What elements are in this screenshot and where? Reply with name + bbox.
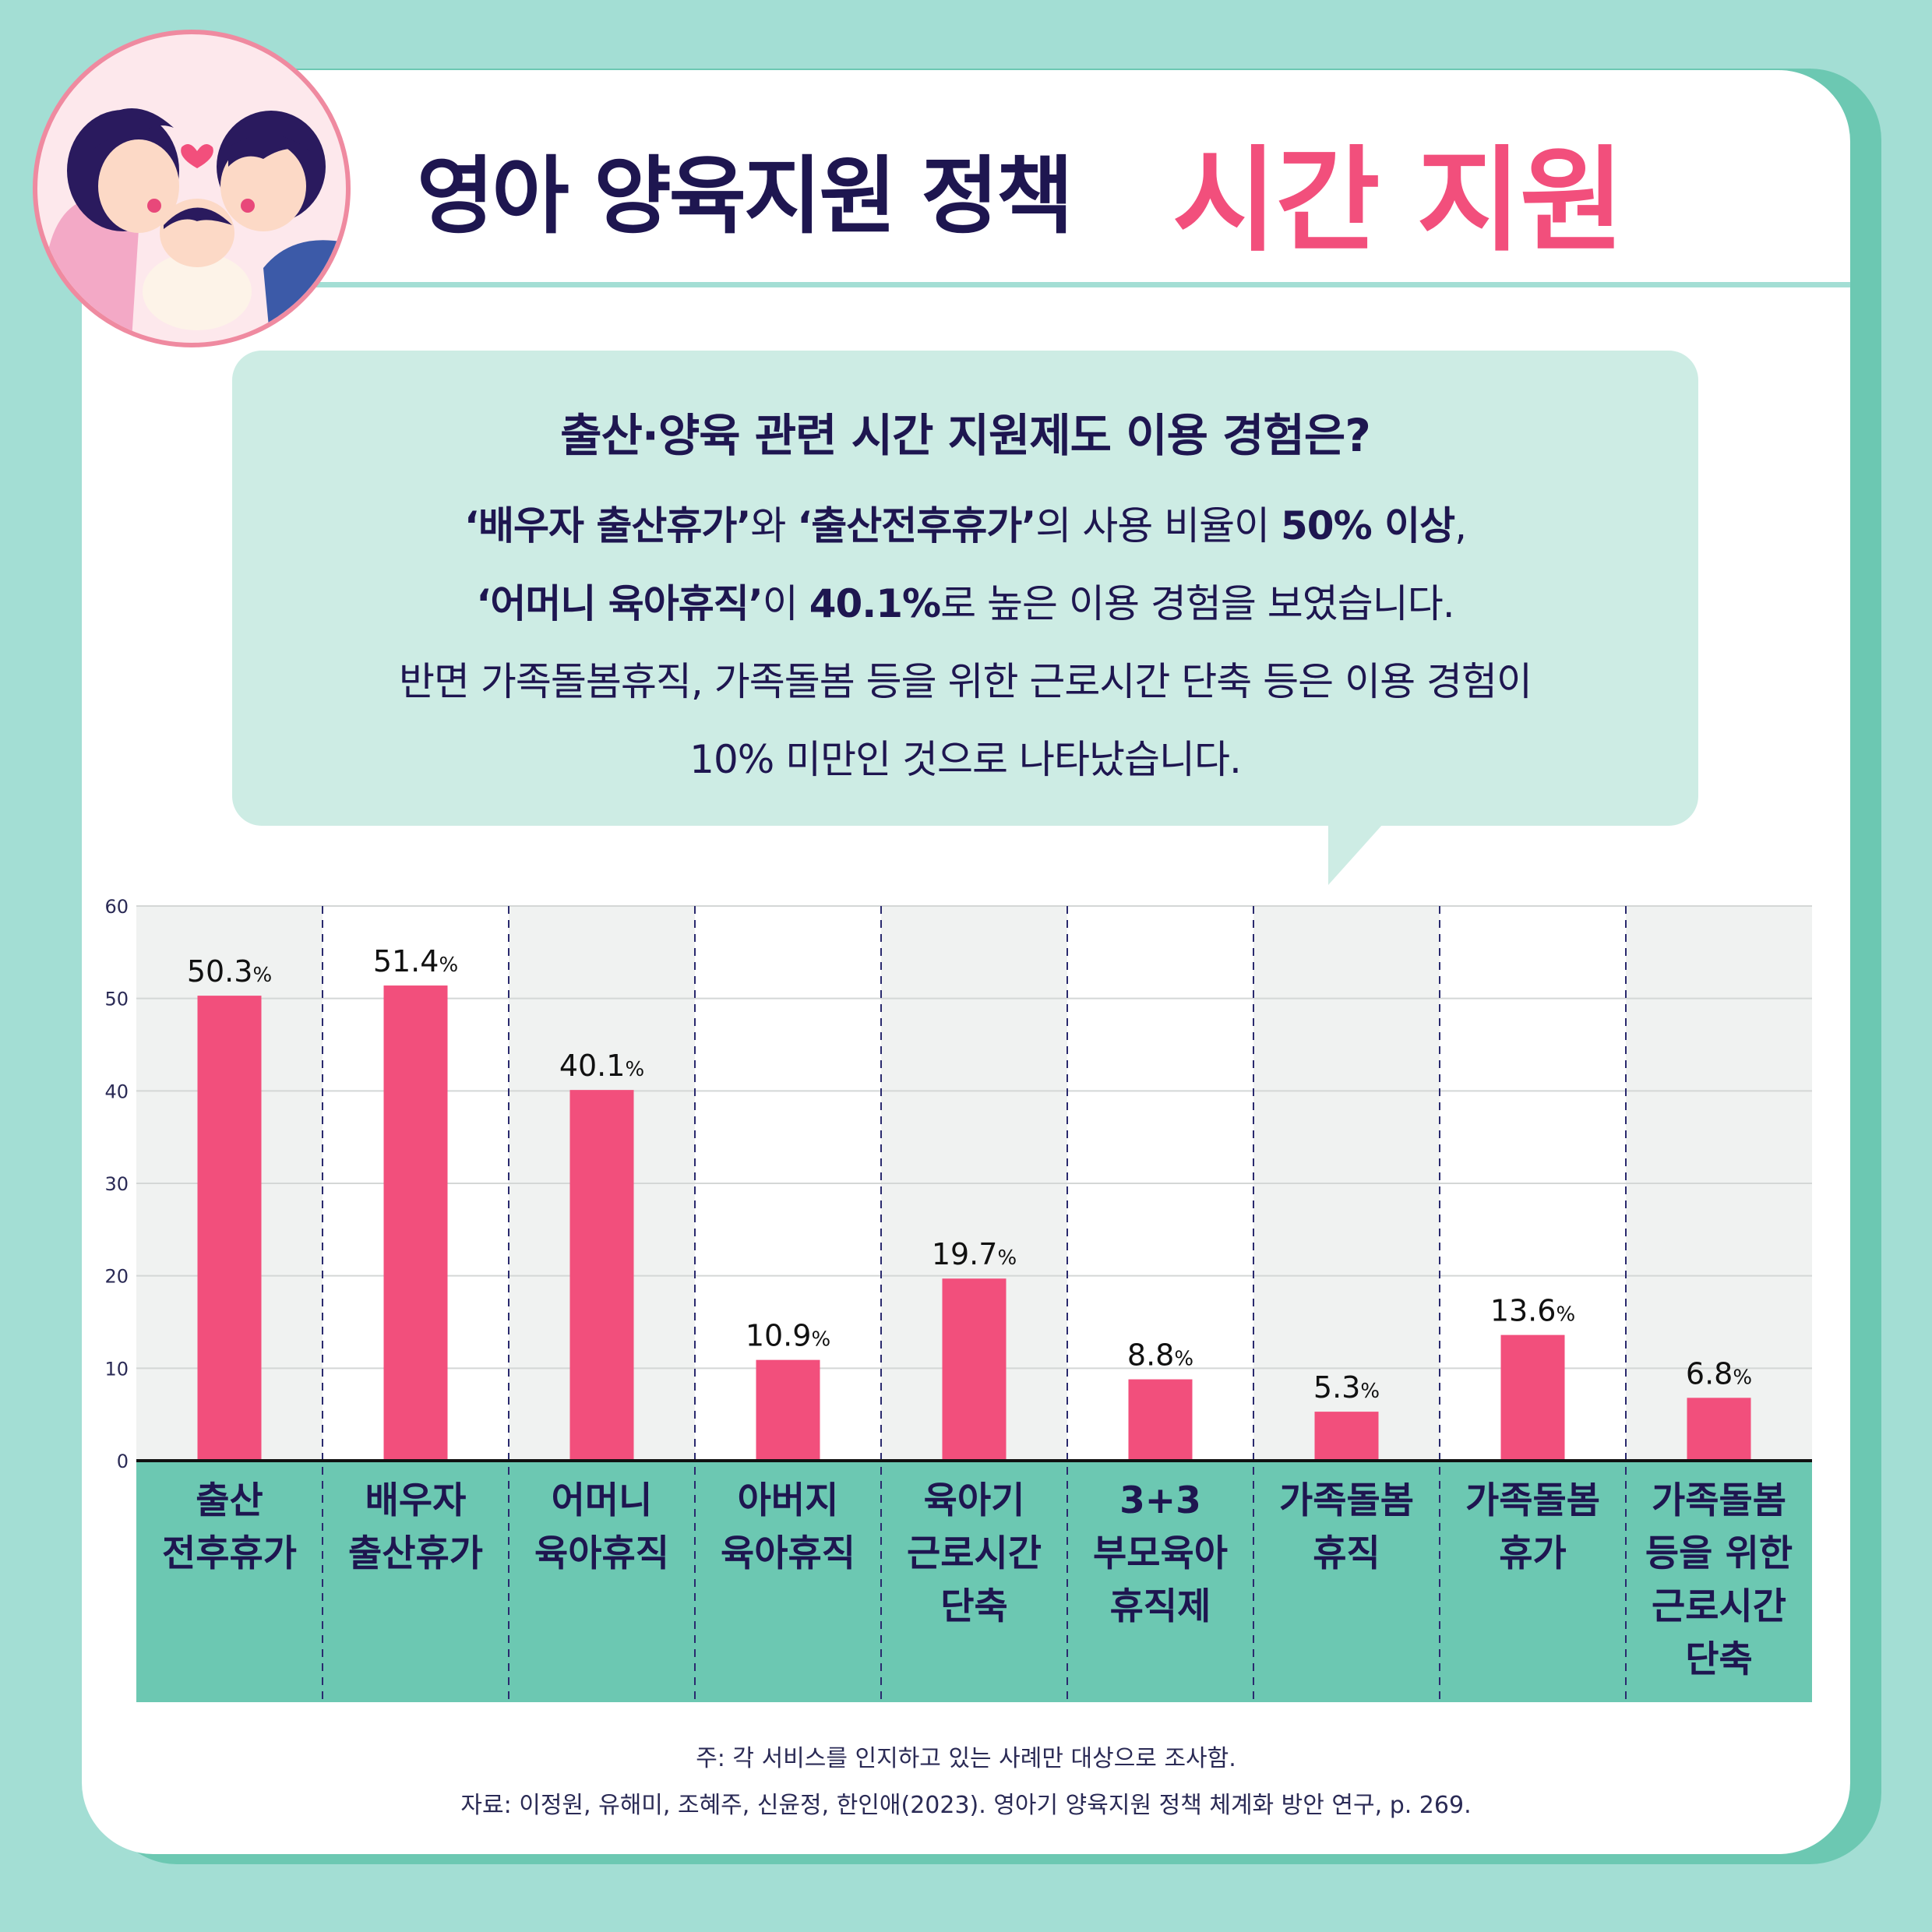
bar-value-number: 6.8 xyxy=(1686,1356,1733,1391)
summary-segment: 이 xyxy=(762,581,809,626)
y-tick-label: 20 xyxy=(104,1266,129,1288)
bar-value-number: 19.7 xyxy=(932,1237,998,1271)
bar-value-unit: % xyxy=(252,964,272,987)
footnote: 주: 각 서비스를 인지하고 있는 사례만 대상으로 조사함. xyxy=(696,1745,1236,1772)
bar xyxy=(756,1359,820,1461)
bar-value-number: 40.1 xyxy=(559,1049,626,1083)
bar-value-number: 5.3 xyxy=(1313,1370,1360,1405)
x-tick-label: 가족돌봄 등을 위한 근로시간 단축 xyxy=(1645,1479,1793,1681)
summary-segment: 50% 이상 xyxy=(1281,503,1455,548)
y-tick-label: 50 xyxy=(104,989,129,1010)
y-tick-label: 10 xyxy=(104,1358,129,1380)
x-tick-label: 출산 전후휴가 xyxy=(162,1479,297,1575)
summary-line-1: ‘배우자 출산휴가’와 ‘출산전후휴가’의 사용 비율이 50% 이상, xyxy=(232,495,1698,551)
bar-value-unit: % xyxy=(1556,1303,1575,1327)
page-title-accent: 시간 지원 xyxy=(1172,135,1624,267)
bar-value-number: 8.8 xyxy=(1127,1338,1174,1373)
bar-value-unit: % xyxy=(811,1328,830,1352)
summary-segment: , xyxy=(1454,503,1467,548)
bar xyxy=(383,985,448,1461)
bubble-tail xyxy=(1328,824,1383,885)
source-note: 자료: 이정원, 유해미, 조혜주, 신윤정, 한인애(2023). 영아기 양… xyxy=(460,1792,1472,1819)
x-tick-label: 육아기 근로시간 단축 xyxy=(907,1479,1042,1628)
bar xyxy=(1687,1398,1751,1461)
bar-value-unit: % xyxy=(997,1246,1017,1270)
bar xyxy=(1500,1334,1565,1461)
bar-value-number: 13.6 xyxy=(1490,1294,1557,1328)
summary-segment: ‘출산전후휴가’ xyxy=(797,503,1036,548)
bar-value-label: 5.3% xyxy=(1313,1370,1380,1405)
bar xyxy=(569,1090,634,1461)
summary-segment: ‘배우자 출산휴가’ xyxy=(464,503,751,548)
summary-segment: 와 xyxy=(750,503,798,548)
bar xyxy=(942,1278,1007,1461)
x-tick-label: 배우자 출산휴가 xyxy=(348,1479,483,1575)
summary-segment: 로 높은 이용 경험을 보였습니다. xyxy=(940,581,1454,626)
bar-value-label: 51.4% xyxy=(373,944,458,978)
x-tick-label: 3+3 부모육아 휴직제 xyxy=(1093,1479,1228,1628)
bar-value-number: 10.9 xyxy=(746,1319,812,1353)
summary-line-4: 10% 미만인 것으로 나타났습니다. xyxy=(689,737,1242,782)
bar-value-label: 40.1% xyxy=(559,1049,644,1083)
x-tick-label: 어머니 육아휴직 xyxy=(534,1479,669,1575)
summary-title: 출산·양육 관련 시간 지원제도 이용 경험은? xyxy=(560,409,1371,462)
summary-line-3: 반면 가족돌봄휴직, 가족돌봄 등을 위한 근로시간 단축 등은 이용 경험이 xyxy=(399,659,1532,704)
bar xyxy=(1314,1412,1379,1461)
summary-segment: 의 사용 비율이 xyxy=(1035,503,1281,548)
category-band xyxy=(136,1461,1812,1702)
bar-value-label: 13.6% xyxy=(1490,1294,1575,1328)
summary-segment: 40.1% xyxy=(809,581,941,626)
summary-bubble: 출산·양육 관련 시간 지원제도 이용 경험은? ‘배우자 출산휴가’와 ‘출산… xyxy=(232,351,1698,826)
bar-value-unit: % xyxy=(625,1058,644,1081)
y-tick-label: 60 xyxy=(104,896,129,918)
bar-value-unit: % xyxy=(1733,1366,1752,1389)
bar-value-number: 51.4 xyxy=(373,944,439,978)
bar-value-label: 8.8% xyxy=(1127,1338,1193,1373)
y-tick-label: 40 xyxy=(104,1081,129,1102)
bar-value-label: 50.3% xyxy=(187,954,272,989)
bar xyxy=(1128,1379,1193,1461)
y-tick-label: 0 xyxy=(117,1451,129,1472)
header-divider xyxy=(82,282,1850,287)
y-tick-label: 30 xyxy=(104,1173,129,1195)
x-tick-label: 가족돌봄 휴가 xyxy=(1465,1479,1600,1575)
summary-segment: ‘어머니 육아휴직’ xyxy=(476,581,763,626)
bar-value-number: 50.3 xyxy=(187,954,253,989)
family-illustration-icon xyxy=(38,108,346,343)
x-tick-label: 아버지 육아휴직 xyxy=(721,1479,855,1575)
bar-value-label: 6.8% xyxy=(1686,1356,1752,1391)
bar-value-unit: % xyxy=(1360,1380,1380,1403)
x-tick-label: 가족돌봄 휴직 xyxy=(1279,1479,1414,1575)
bar-value-unit: % xyxy=(1174,1348,1193,1371)
bar-value-unit: % xyxy=(439,954,458,977)
bar-value-label: 10.9% xyxy=(746,1319,830,1353)
family-illustration xyxy=(33,30,351,347)
summary-line-2: ‘어머니 육아휴직’이 40.1%로 높은 이용 경험을 보였습니다. xyxy=(232,573,1698,629)
bar xyxy=(197,996,262,1461)
bar-value-label: 19.7% xyxy=(932,1237,1017,1271)
page-title: 영아 양육지원 정책 xyxy=(417,148,1074,245)
